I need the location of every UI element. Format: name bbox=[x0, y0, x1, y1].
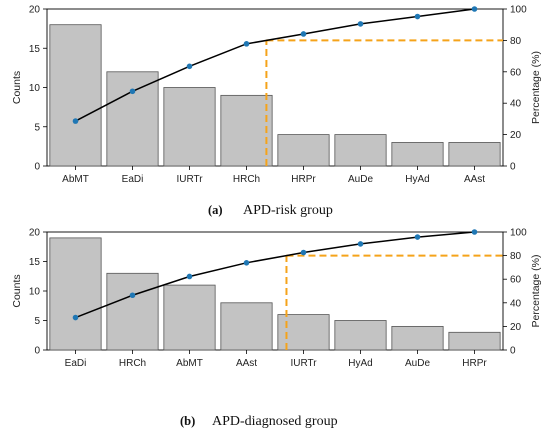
y2-tick-label: 40 bbox=[510, 99, 522, 110]
bar-AAst bbox=[220, 302, 273, 351]
bar-AuDe bbox=[391, 325, 444, 351]
cumulative-point-AAst bbox=[243, 259, 250, 266]
x-tick-label: AuDe bbox=[348, 174, 373, 185]
pareto-chart-apd-risk: AbMT EaDi IURTr HRCh HRPr AuDe HyAd AAst 0 5 10 15 2… bbox=[11, 5, 542, 186]
x-tick-label: HRCh bbox=[119, 358, 146, 369]
bar-HyAd bbox=[334, 320, 387, 351]
cumulative-point-IURTr bbox=[300, 249, 307, 256]
caption-b-text: APD-diagnosed group bbox=[212, 414, 338, 429]
y-tick-label: 5 bbox=[34, 316, 40, 327]
cumulative-point-IURTr bbox=[186, 63, 193, 70]
cumulative-point-EaDi bbox=[72, 314, 79, 321]
x-tick-label: AuDe bbox=[405, 358, 430, 369]
bar-EaDi bbox=[49, 237, 102, 351]
y2-tick-label: 20 bbox=[510, 322, 522, 333]
cumulative-point-AbMT bbox=[186, 273, 193, 280]
x-tick-label: AAst bbox=[236, 358, 257, 369]
x-tick-label: HRPr bbox=[462, 358, 487, 369]
y-tick-label: 10 bbox=[29, 287, 41, 298]
y-tick-label: 15 bbox=[29, 257, 41, 268]
y2-tick-label: 0 bbox=[510, 346, 516, 357]
cumulative-point-HyAd bbox=[357, 241, 364, 247]
y2-tick-label: 0 bbox=[510, 162, 516, 173]
cumulative-point-HRPr bbox=[300, 31, 307, 37]
cumulative-percentage-line bbox=[75, 8, 475, 122]
bar-HRPr bbox=[277, 134, 330, 167]
cumulative-point-AuDe bbox=[357, 21, 364, 27]
y2-tick-label: 80 bbox=[510, 251, 522, 262]
x-tick-label: IURTr bbox=[290, 358, 317, 369]
y2-axis-title: Percentage (%) bbox=[530, 51, 542, 124]
bar-AbMT bbox=[49, 24, 102, 167]
y-tick-label: 0 bbox=[34, 162, 40, 173]
bar-EaDi bbox=[106, 71, 159, 167]
caption-a-letter: (a) bbox=[208, 203, 223, 217]
y-axis-title: Counts bbox=[11, 71, 23, 104]
y2-axis-title: Percentage (%) bbox=[530, 255, 542, 328]
cumulative-point-HRCh bbox=[243, 41, 250, 47]
cumulative-point-AbMT bbox=[72, 118, 79, 124]
x-tick-label: HyAd bbox=[348, 358, 372, 369]
pareto-chart-apd-diagnosed: EaDi HRCh AbMT AAst IURTr HyAd AuDe HRPr 0 5 10 15 2… bbox=[11, 228, 542, 370]
y2-tick-label: 60 bbox=[510, 275, 522, 286]
bar-HRCh bbox=[106, 272, 159, 351]
y-axis-title: Counts bbox=[11, 274, 23, 307]
cumulative-percentage-line bbox=[75, 231, 475, 319]
x-tick-label: EaDi bbox=[65, 358, 87, 369]
y-tick-label: 5 bbox=[34, 122, 40, 133]
caption-b-letter: (b) bbox=[180, 414, 195, 428]
bar-IURTr bbox=[163, 87, 216, 167]
bar-AAst bbox=[448, 142, 501, 167]
x-tick-label: EaDi bbox=[122, 174, 144, 185]
x-tick-label: HRPr bbox=[291, 174, 316, 185]
y2-tick-label: 40 bbox=[510, 298, 522, 309]
y2-tick-label: 100 bbox=[510, 228, 527, 239]
y-tick-label: 20 bbox=[29, 5, 41, 16]
y-tick-label: 20 bbox=[29, 228, 41, 239]
bar-AuDe bbox=[334, 134, 387, 167]
x-tick-label: AAst bbox=[464, 174, 485, 185]
x-tick-label: HyAd bbox=[405, 174, 429, 185]
y2-tick-label: 100 bbox=[510, 5, 527, 16]
y2-tick-label: 80 bbox=[510, 36, 522, 47]
cumulative-point-HyAd bbox=[414, 13, 421, 20]
bar-HRCh bbox=[220, 94, 273, 167]
cumulative-point-AuDe bbox=[414, 234, 421, 240]
bar-HyAd bbox=[391, 142, 444, 167]
y-tick-label: 0 bbox=[34, 346, 40, 357]
cumulative-point-AAst bbox=[471, 6, 478, 12]
y2-tick-label: 20 bbox=[510, 130, 522, 141]
caption-a-text: APD-risk group bbox=[243, 203, 333, 218]
bar-HRPr bbox=[448, 331, 501, 351]
y-tick-label: 15 bbox=[29, 44, 41, 55]
cumulative-point-HRPr bbox=[471, 229, 478, 235]
y-tick-label: 10 bbox=[29, 83, 41, 94]
cumulative-point-EaDi bbox=[129, 88, 136, 95]
cumulative-point-HRCh bbox=[129, 292, 136, 299]
x-tick-label: AbMT bbox=[176, 358, 203, 369]
x-tick-label: HRCh bbox=[233, 174, 260, 185]
y2-tick-label: 60 bbox=[510, 67, 522, 78]
x-tick-label: AbMT bbox=[62, 174, 89, 185]
x-tick-label: IURTr bbox=[176, 174, 203, 185]
bar-AbMT bbox=[163, 284, 216, 351]
